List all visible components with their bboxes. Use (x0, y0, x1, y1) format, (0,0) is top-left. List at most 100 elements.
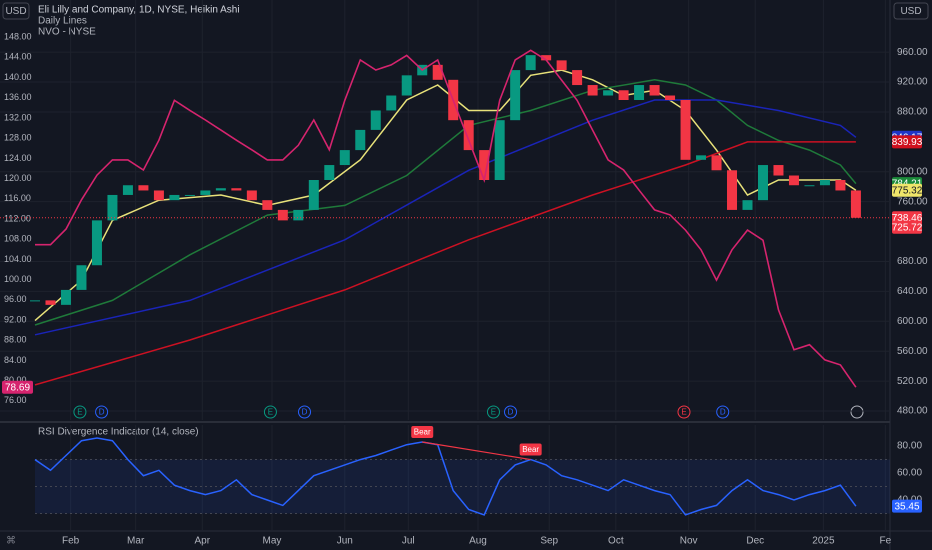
candle (479, 150, 490, 180)
event-marker (263, 405, 277, 419)
price-tag (2, 380, 33, 394)
y-tick-label: 480.00 (897, 406, 928, 417)
candle (355, 129, 366, 151)
divergence-line (422, 441, 531, 461)
currency-right: USD (900, 6, 921, 17)
candle (804, 185, 815, 187)
price-tag (892, 220, 922, 234)
event-marker (73, 405, 87, 419)
y2-tick-label: 148.00 (4, 32, 32, 42)
candle (277, 209, 288, 221)
compare-line (35, 49, 857, 388)
candle (153, 190, 164, 201)
candle (742, 200, 753, 210)
rsi-title: RSI Divergence Indicator (14, close) (38, 427, 199, 438)
compare-legend: NVO - NYSE (38, 27, 96, 38)
alert-icon[interactable] (850, 405, 864, 419)
x-tick-label: Sep (540, 536, 558, 547)
candle (634, 85, 645, 100)
y2-tick-label: 140.00 (4, 72, 32, 82)
candle (432, 64, 443, 80)
candle (293, 209, 304, 221)
price-tag-label: 775.32 (892, 185, 923, 196)
timezone-icon[interactable]: ⌘ (6, 536, 16, 547)
candle (711, 155, 722, 171)
candle (45, 300, 56, 305)
candle (386, 95, 397, 111)
rsi-line (34, 437, 857, 516)
x-tick-label: Dec (746, 536, 764, 547)
y2-tick-label: 100.00 (4, 274, 32, 284)
event-marker (677, 405, 691, 419)
candle (184, 194, 195, 196)
candle (30, 300, 40, 302)
currency-box[interactable] (893, 2, 929, 20)
indicator-legend: Daily Lines (38, 16, 87, 27)
event-marker (716, 405, 730, 419)
event-marker (504, 405, 518, 419)
currency-box[interactable] (2, 2, 30, 20)
y-tick-label: 800.00 (897, 166, 928, 177)
candle (122, 185, 133, 195)
candle (587, 85, 598, 96)
price-tag-label: 839.93 (892, 137, 923, 148)
event-label: E (681, 408, 686, 417)
event-marker (298, 405, 312, 419)
candle (262, 200, 273, 210)
event-label: D (99, 408, 105, 417)
x-tick-label: Feb (62, 536, 80, 547)
candle (463, 120, 474, 151)
y-tick-label: 760.00 (897, 196, 928, 207)
candle (76, 265, 87, 290)
candle (572, 70, 583, 86)
x-tick-label: Fe (880, 536, 892, 547)
candle (525, 55, 536, 71)
candle (649, 85, 660, 96)
y2-tick-label: 92.00 (4, 314, 27, 324)
y2-tick-label: 136.00 (4, 92, 32, 102)
y2-tick-label: 144.00 (4, 52, 32, 62)
y2-tick-label: 96.00 (4, 294, 27, 304)
candle (215, 188, 226, 191)
candle (618, 90, 629, 100)
candle (757, 165, 768, 201)
y2-tick-label: 128.00 (4, 133, 32, 143)
event-label: D (302, 408, 308, 417)
x-tick-label: 2025 (812, 536, 835, 547)
y2-tick-label: 116.00 (4, 193, 31, 203)
y2-tick-label: 84.00 (4, 355, 27, 365)
x-tick-label: Apr (195, 536, 211, 547)
price-tag (892, 499, 922, 513)
candle (696, 155, 707, 160)
candle (200, 190, 211, 195)
moving-average (34, 99, 857, 336)
y2-tick-label: 88.00 (4, 335, 27, 345)
candle (727, 170, 738, 210)
y-tick-label: 680.00 (897, 256, 928, 267)
y2-tick-label: 112.00 (4, 213, 31, 223)
y2-tick-label: 132.00 (4, 112, 32, 122)
y-tick-label: 600.00 (897, 316, 928, 327)
candle (680, 100, 691, 160)
moving-average (34, 141, 856, 386)
event-label: E (268, 408, 273, 417)
candle (339, 150, 350, 166)
event-marker (95, 405, 109, 419)
event-label: D (720, 408, 726, 417)
candle (773, 165, 784, 176)
divergence-label: Bear (522, 445, 539, 454)
candle (835, 180, 846, 191)
candle (60, 289, 71, 305)
candle (494, 120, 505, 180)
candle (107, 194, 118, 221)
price-tag (892, 135, 922, 149)
candle (246, 190, 257, 201)
candle (231, 188, 242, 191)
y-tick-label: 920.00 (897, 77, 928, 88)
price-tag-label: 725.72 (892, 222, 923, 233)
currency-left: USD (5, 6, 26, 17)
x-tick-label: Jul (402, 536, 415, 547)
price-tag (892, 183, 922, 197)
x-tick-label: May (263, 536, 282, 547)
